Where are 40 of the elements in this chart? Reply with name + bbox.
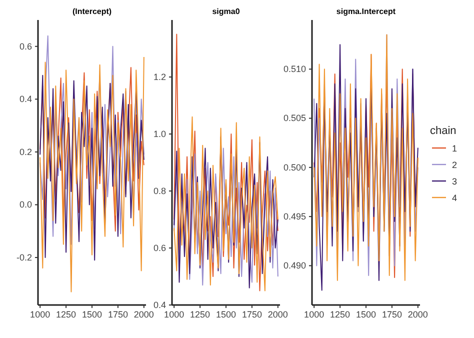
chart-title: sigma0 (212, 7, 240, 16)
x-tick-label: 1000 (164, 309, 184, 320)
y-tick-label: 0.4 (19, 94, 32, 104)
y-tick-label: 0.8 (153, 186, 166, 196)
x-tick-label: 1500 (82, 309, 102, 320)
line-series (40, 56, 144, 292)
legend-label: 4 (452, 193, 458, 203)
x-tick-label: 1750 (382, 309, 402, 320)
chart-title: (Intercept) (72, 7, 112, 16)
x-tick-label: 1750 (108, 309, 128, 320)
x-tick-label: 1500 (216, 309, 236, 320)
legend-label: 1 (452, 144, 458, 154)
legend-title: chain (430, 125, 456, 137)
chart-title: sigma.Intercept (336, 7, 396, 16)
y-tick-label: 0.510 (283, 64, 306, 74)
x-tick-label: 1250 (190, 309, 210, 320)
x-tick-label: 2000 (134, 309, 154, 320)
y-tick-label: 0.0 (19, 200, 32, 210)
x-tick-label: 1000 (304, 309, 324, 320)
x-tick-label: 2000 (408, 309, 428, 320)
y-tick-label: 0.505 (283, 113, 306, 124)
y-tick-label: 0.6 (19, 41, 32, 52)
x-tick-label: 1250 (330, 309, 350, 320)
x-tick-label: 1750 (242, 309, 262, 320)
y-tick-label: 0.2 (19, 146, 32, 157)
x-tick-label: 1250 (56, 309, 76, 320)
x-tick-label: 1500 (356, 309, 376, 320)
x-tick-label: 2000 (268, 309, 288, 320)
y-tick-label: 1.2 (153, 72, 166, 82)
y-tick-label: 0.500 (283, 162, 306, 172)
y-tick-label: 0.4 (153, 300, 166, 310)
x-tick-label: 1000 (30, 309, 50, 320)
y-tick-label: -0.2 (16, 252, 32, 262)
y-tick-label: 0.490 (283, 260, 306, 271)
legend-label: 3 (452, 176, 458, 186)
line-series (40, 74, 144, 261)
legend-label: 2 (452, 160, 458, 170)
y-tick-label: 0.495 (283, 211, 306, 222)
y-tick-label: 1.0 (153, 128, 166, 139)
y-tick-label: 0.6 (153, 242, 166, 253)
